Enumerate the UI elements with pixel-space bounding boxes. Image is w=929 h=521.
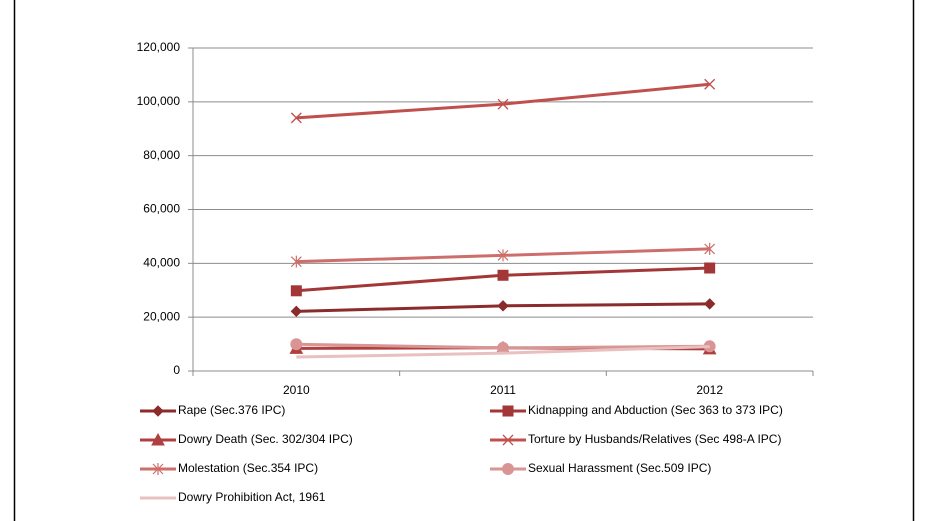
marker [704,242,716,255]
y-tick-label: 80,000 [143,148,180,162]
marker [290,255,302,268]
y-tick-label: 40,000 [143,256,180,270]
legend-label: Dowry Death (Sec. 302/304 IPC) [178,432,353,446]
chart-border [13,0,915,521]
y-tick-label: 0 [173,363,180,377]
marker [290,285,302,297]
marker [497,98,509,110]
legend-label: Rape (Sec.376 IPC) [178,403,285,417]
legend-label: Sexual Harassment (Sec.509 IPC) [528,461,711,475]
x-tick-label: 2012 [696,383,723,397]
marker [703,298,716,310]
marker [502,463,514,475]
marker [151,432,165,446]
marker [290,338,303,351]
marker [497,249,509,262]
y-tick-label: 120,000 [137,40,181,54]
marker [497,269,509,281]
legend-label: Kidnapping and Abduction (Sec 363 to 373… [528,403,783,417]
marker [502,434,514,446]
legend-label: Torture by Husbands/Relatives (Sec 498-A… [528,432,781,446]
marker [502,405,514,417]
marker [497,300,509,312]
x-tick-label: 2010 [283,383,310,397]
marker [152,463,164,475]
y-tick-label: 100,000 [137,94,181,108]
marker [704,78,716,90]
marker [290,112,302,124]
legend-label: Dowry Prohibition Act, 1961 [178,490,326,504]
marker [152,405,164,417]
marker [704,262,716,274]
series-line [296,345,710,359]
legend-label: Molestation (Sec.354 IPC) [178,461,318,475]
y-tick-label: 60,000 [143,202,180,216]
marker [290,305,303,318]
y-tick-label: 20,000 [143,309,180,323]
x-tick-label: 2011 [490,383,516,397]
